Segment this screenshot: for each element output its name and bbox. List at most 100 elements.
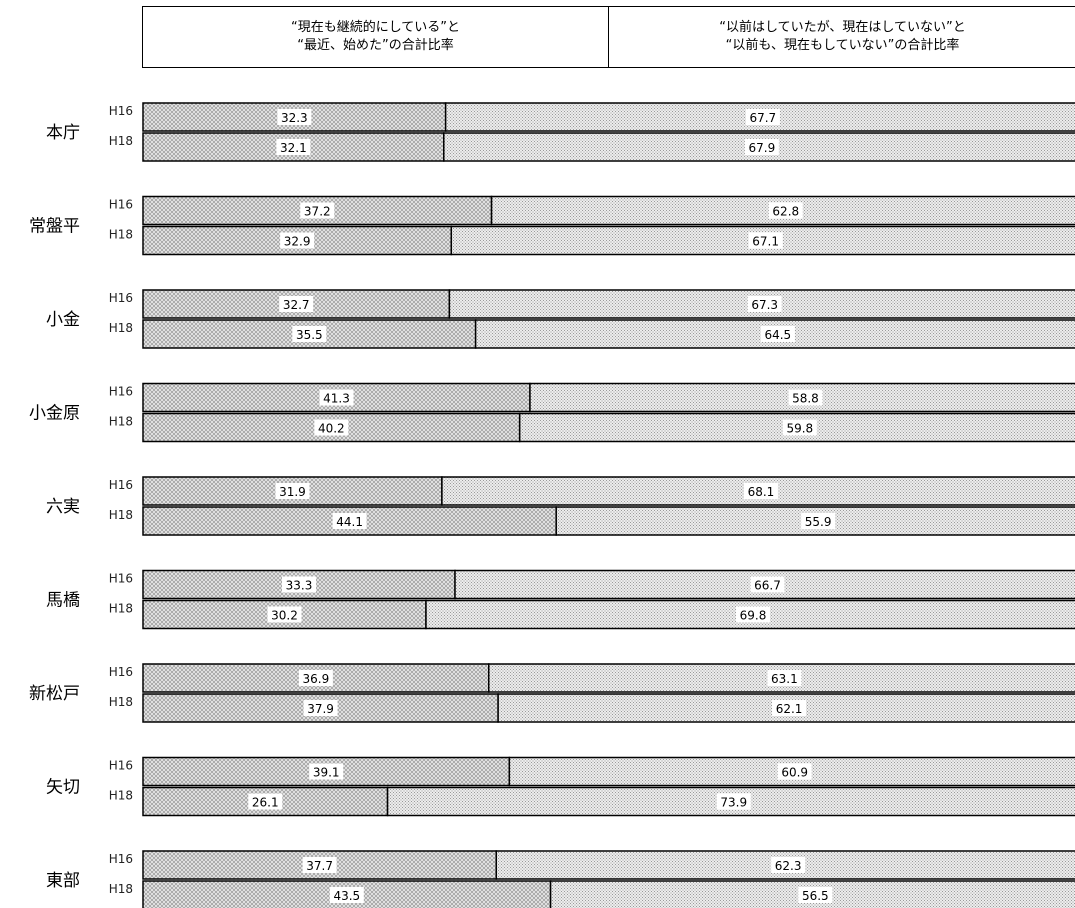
data-label: 37.2 [304,205,331,219]
bar-group-東部: 東部 H16 37.7 62.3 H18 43.5 56.5 [46,850,1075,908]
data-label-bg [716,793,751,810]
row-label: H18 [109,134,133,148]
legend-series-b: “以前はしていたが、現在はしていない”と “以前も、現在もしていない”の合計比率 [609,7,1075,67]
group-label: 新松戸 [29,684,80,704]
data-label-bg [298,670,333,686]
data-label: 33.3 [286,579,313,593]
row-label: H18 [109,415,133,429]
data-label: 55.9 [805,515,832,529]
data-label-bg [282,576,317,593]
row-label: H16 [109,852,133,866]
data-label: 67.7 [749,111,776,125]
group-label: 東部 [46,871,80,891]
data-label: 43.5 [333,889,360,903]
bar-group-新松戸: 新松戸 H16 36.9 63.1 H18 37.9 62.1 [29,663,1075,723]
row-label: H18 [109,882,133,896]
data-label-bg [777,763,812,780]
data-label-bg [329,887,364,903]
data-label-bg [782,419,817,436]
data-label: 31.9 [279,485,306,499]
row-label: H18 [109,321,133,335]
bar-segment [488,663,1075,693]
row-label: H18 [109,695,133,709]
data-label: 32.7 [283,298,310,312]
data-label: 60.9 [781,766,808,780]
data-label: 32.3 [281,111,308,125]
data-label: 37.7 [306,859,333,873]
data-label: 56.5 [802,889,829,903]
data-label: 62.3 [775,859,802,873]
group-label: 小金 [46,310,80,330]
group-label: 馬橋 [46,591,80,611]
data-label-bg [279,296,314,312]
group-label: 本庁 [46,123,80,143]
data-label-bg [292,326,327,342]
data-label: 36.9 [303,672,330,686]
data-label: 68.1 [748,485,775,499]
data-label: 67.1 [752,235,779,249]
legend-series-a-line-1: “現在も継続的にしている”と [290,20,461,35]
data-label: 30.2 [271,609,298,623]
group-label: 矢切 [46,778,80,798]
data-label-bg [276,139,311,155]
bar-group-六実: 六実 H16 31.9 68.1 H18 44.1 55.9 [46,476,1075,536]
data-label: 41.3 [323,392,350,406]
bar-group-馬橋: 馬橋 H16 33.3 66.7 H18 30.2 69.8 [46,569,1075,630]
data-label: 40.2 [318,422,345,436]
data-label-bg [748,232,783,249]
data-label-bg [750,576,785,593]
row-label: H16 [109,104,133,118]
bar-group-小金: 小金 H16 32.7 67.3 H18 35.5 64.5 [46,289,1075,349]
data-label-bg [771,857,806,873]
data-label-bg [309,763,344,780]
legend-series-b-line-1: “以前はしていたが、現在はしていない”と [719,20,966,35]
data-label-bg [788,389,823,406]
bar-group-本庁: 本庁 H16 32.3 67.7 H18 32.1 67.9 [46,102,1075,162]
data-label: 62.8 [772,205,799,219]
data-label: 32.9 [284,235,311,249]
row-label: H16 [109,572,133,586]
bar-group-矢切: 矢切 H16 39.1 60.9 H18 26.1 73.9 [46,756,1075,817]
row-label: H18 [109,789,133,803]
data-label-bg [303,700,338,716]
legend-series-b-line-2: “以前も、現在もしていない”の合計比率 [725,38,960,53]
data-label: 35.5 [296,328,323,342]
data-label: 37.9 [307,702,334,716]
legend-series-a-line-2: “最近、始めた”の合計比率 [297,38,454,53]
data-label: 58.8 [792,392,819,406]
data-label-bg [302,857,337,873]
row-label: H18 [109,602,133,616]
data-label: 59.8 [786,422,813,436]
row-label: H16 [109,759,133,773]
data-label-bg [267,606,302,623]
bar-group-小金原: 小金原 H16 41.3 58.8 H18 40.2 59.8 [29,382,1075,443]
data-label: 63.1 [771,672,798,686]
data-label: 67.9 [749,141,776,155]
data-label: 32.1 [280,141,307,155]
data-label-bg [798,887,833,903]
data-label-bg [743,483,778,499]
data-label: 39.1 [313,766,340,780]
data-label: 64.5 [764,328,791,342]
row-label: H18 [109,228,133,242]
row-label: H16 [109,385,133,399]
group-label: 六実 [46,497,80,517]
data-label-bg [275,483,310,499]
row-label: H16 [109,198,133,212]
row-label: H16 [109,665,133,679]
data-label-bg [332,513,367,529]
data-label-bg [300,202,335,219]
bar-segment [448,289,1075,319]
data-label: 66.7 [754,579,781,593]
data-label-bg [319,389,354,406]
data-label-bg [768,202,803,219]
data-label: 69.8 [740,609,767,623]
row-label: H16 [109,478,133,492]
data-label-bg [760,326,795,342]
data-label: 67.3 [751,298,778,312]
group-label: 常盤平 [29,217,80,237]
data-label-bg [277,109,312,125]
data-label-bg [772,700,807,716]
data-label: 44.1 [336,515,363,529]
